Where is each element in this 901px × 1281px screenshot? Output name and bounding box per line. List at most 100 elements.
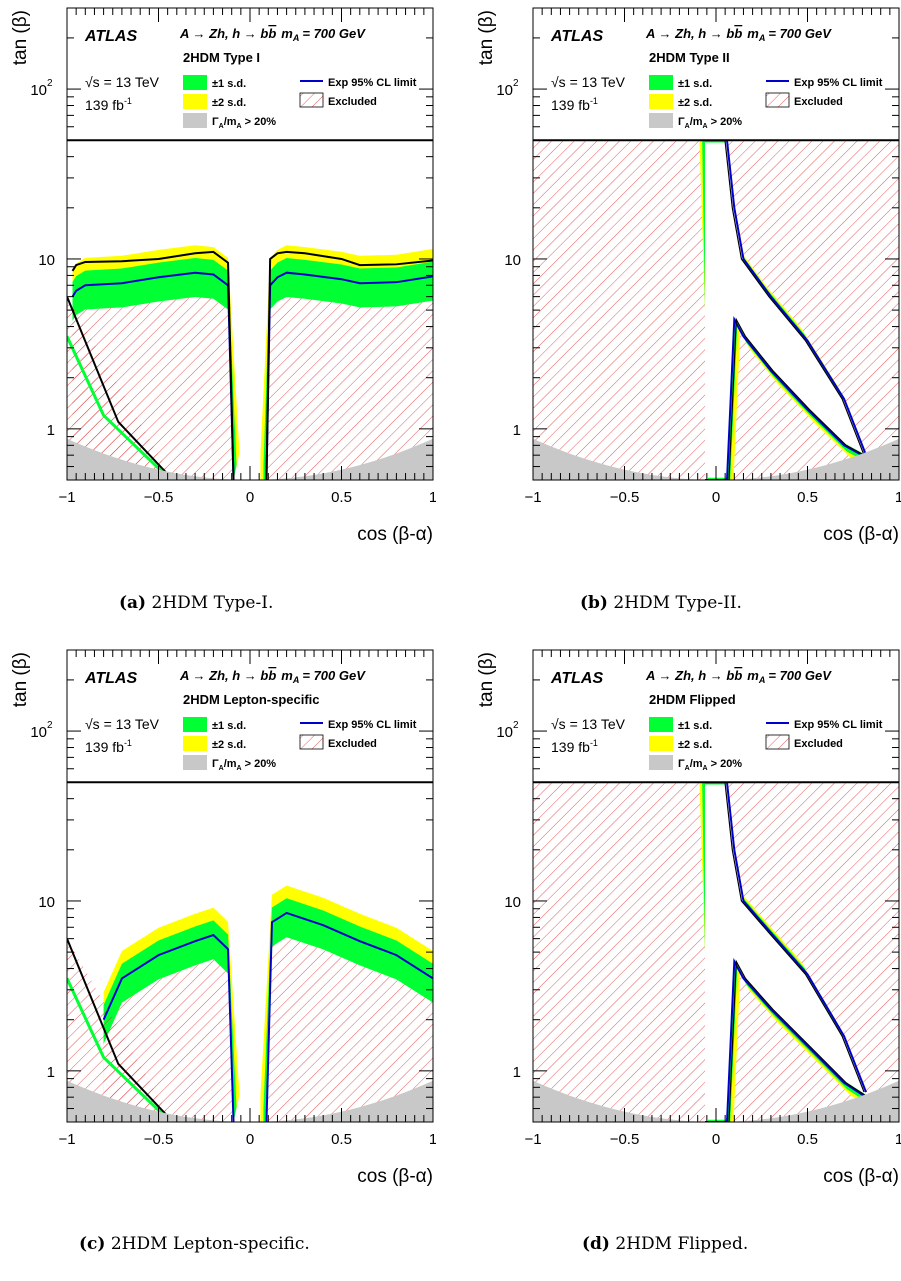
legend-swatch-2sd [649,736,673,751]
plot-area [67,650,433,1122]
x-tick-label: −1 [524,489,541,506]
y-tick-label-1: 1 [513,1064,521,1081]
x-axis-label: cos (β-α) [823,1166,899,1187]
y-tick-label-10: 10 [38,894,55,911]
legend-swatch-1sd [649,75,673,90]
y-tick-label-100-exp: 2 [47,78,53,89]
atlas-label: ATLAS [84,670,137,687]
x-tick-label: 0.5 [331,1131,352,1148]
legend-swatch-2sd [649,94,673,109]
y-tick-label-10: 10 [38,252,55,269]
plot-area [533,650,899,1122]
legend-2sd: ±2 s.d. [212,739,246,751]
y-tick-label-100: 10 [496,82,513,99]
legend-swatch-excluded [299,734,324,750]
excluded-region-right [266,937,433,1122]
x-tick-label: 0 [246,489,254,506]
caption-d: (d) 2HDM Flipped. [582,1234,749,1254]
y-axis-label: tan (β) [10,652,31,707]
y-tick-label-1: 1 [513,422,521,439]
obs-limit-lower [707,317,869,480]
x-tick-label: 1 [895,1131,901,1148]
legend-exp: Exp 95% CL limit [794,719,883,731]
legend-swatch-2sd [183,736,207,751]
obs-limit-right [265,250,433,480]
y-axis-label: tan (β) [476,652,497,707]
legend-excluded: Excluded [794,738,843,750]
legend-swatch-2sd [183,94,207,109]
legend-swatch-excluded [299,92,324,108]
exp-limit-lower [705,957,867,1122]
caption-a: (a) 2HDM Type-I. [119,593,274,613]
legend-bg [533,8,899,141]
sqrt-s-label: √s = 13 TeV [551,716,626,732]
legend-exp: Exp 95% CL limit [794,77,883,89]
excluded-wedge [67,296,174,480]
legend-1sd: ±1 s.d. [678,720,712,732]
legend-1sd: ±1 s.d. [212,78,246,90]
process-label: A → Zh, h → bb mA = 700 GeV [645,668,832,685]
legend-swatch-width [183,755,207,770]
sqrt-s-label: √s = 13 TeV [551,74,626,90]
y-tick-label-1: 1 [47,422,55,439]
lumi-label: 139 fb-1 [85,738,132,755]
x-tick-label: −0.5 [144,1131,174,1148]
legend-exp: Exp 95% CL limit [328,77,417,89]
obs-limit-lower [707,959,869,1122]
y-axis-label: tan (β) [10,10,31,65]
caption-c: (c) 2HDM Lepton-specific. [79,1234,310,1254]
lumi-label: 139 fb-1 [551,96,598,113]
exp-limit-left [71,271,235,480]
allowed-region [705,142,867,478]
model-label: 2HDM Flipped [649,692,736,707]
legend-bg [67,650,433,783]
x-tick-label: 1 [895,489,901,506]
legend-bg [67,8,433,141]
legend-swatch-1sd [183,75,207,90]
x-tick-label: 1 [429,1131,436,1148]
exp-limit-upper [705,139,867,456]
sqrt-s-label: √s = 13 TeV [85,74,160,90]
y-tick-label-10: 10 [504,252,521,269]
plot-area [67,8,433,480]
legend-1sd: ±1 s.d. [212,720,246,732]
legend-swatch-width [183,113,207,128]
x-axis-label: cos (β-α) [357,1166,433,1187]
plot-area [533,8,899,480]
exp-limit-left [102,933,235,1122]
obs-limit-left [71,250,235,480]
legend-swatch-excluded [765,734,790,750]
model-label: 2HDM Type II [649,50,730,65]
x-tick-label: −1 [524,1131,541,1148]
x-tick-label: 0 [712,489,720,506]
process-label: A → Zh, h → bb mA = 700 GeV [645,26,832,43]
x-tick-label: −1 [58,489,75,506]
sqrt-s-label: √s = 13 TeV [85,716,160,732]
x-axis-label: cos (β-α) [357,524,433,545]
model-label: 2HDM Type I [183,50,260,65]
legend-1sd: ±1 s.d. [678,78,712,90]
band-wedge [67,977,169,1121]
exp-limit-upper [705,781,867,1093]
y-tick-label-100: 10 [30,724,47,741]
y-tick-label-100-exp: 2 [513,720,519,731]
legend-width: ΓA/mA > 20% [212,116,276,130]
legend-swatch-1sd [183,717,207,732]
legend-swatch-width [649,755,673,770]
x-tick-label: 0 [712,1131,720,1148]
y-tick-label-1: 1 [47,1064,55,1081]
legend-swatch-1sd [649,717,673,732]
excluded-region-right [266,296,433,480]
x-tick-label: −0.5 [144,489,174,506]
x-tick-label: −0.5 [610,489,640,506]
legend-exp: Exp 95% CL limit [328,719,417,731]
lumi-label: 139 fb-1 [85,96,132,113]
x-axis-label: cos (β-α) [823,524,899,545]
legend-bg [533,650,899,783]
y-tick-label-100-exp: 2 [47,720,53,731]
obs-limit-wedge [67,296,174,480]
